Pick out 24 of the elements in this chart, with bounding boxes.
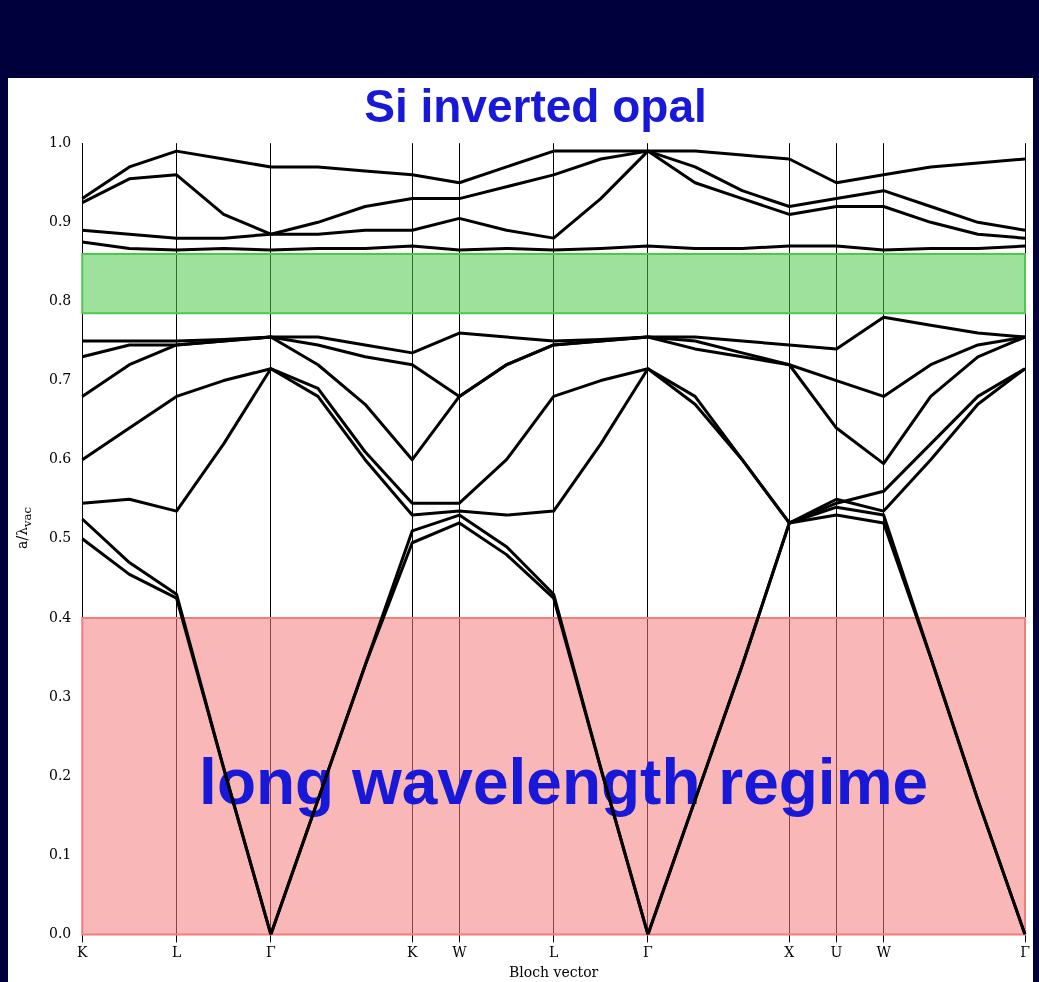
x-tick-label: L bbox=[548, 944, 559, 961]
x-tick-label: X bbox=[784, 944, 795, 961]
y-tick-label: 0.9 bbox=[49, 212, 72, 229]
y-tick-label: 0.6 bbox=[49, 450, 72, 467]
y-tick-label: 0.0 bbox=[49, 925, 72, 942]
y-tick-label: 0.7 bbox=[49, 371, 72, 388]
y-tick-label: 0.4 bbox=[49, 608, 72, 625]
x-tick-label: L bbox=[171, 944, 182, 961]
chart-title: Si inverted opal bbox=[364, 80, 707, 133]
x-tick-label: K bbox=[406, 944, 418, 961]
y-tick-label: 0.1 bbox=[49, 845, 72, 862]
x-tick-label: W bbox=[876, 944, 892, 961]
x-tick-label: W bbox=[452, 944, 468, 961]
x-tick-label: Γ bbox=[643, 944, 654, 961]
x-tick-label: Γ bbox=[1020, 944, 1031, 961]
x-axis-title: Bloch vector bbox=[508, 964, 599, 981]
y-tick-label: 0.3 bbox=[49, 687, 72, 704]
y-tick-label: 0.2 bbox=[49, 766, 72, 783]
y-tick-label: 0.8 bbox=[49, 292, 72, 309]
x-tick-label: U bbox=[830, 944, 843, 961]
y-tick-label: 1.0 bbox=[49, 133, 72, 150]
x-tick-label: Γ bbox=[265, 944, 276, 961]
x-tick-label: K bbox=[77, 944, 89, 961]
y-tick-label: 0.5 bbox=[49, 529, 72, 546]
